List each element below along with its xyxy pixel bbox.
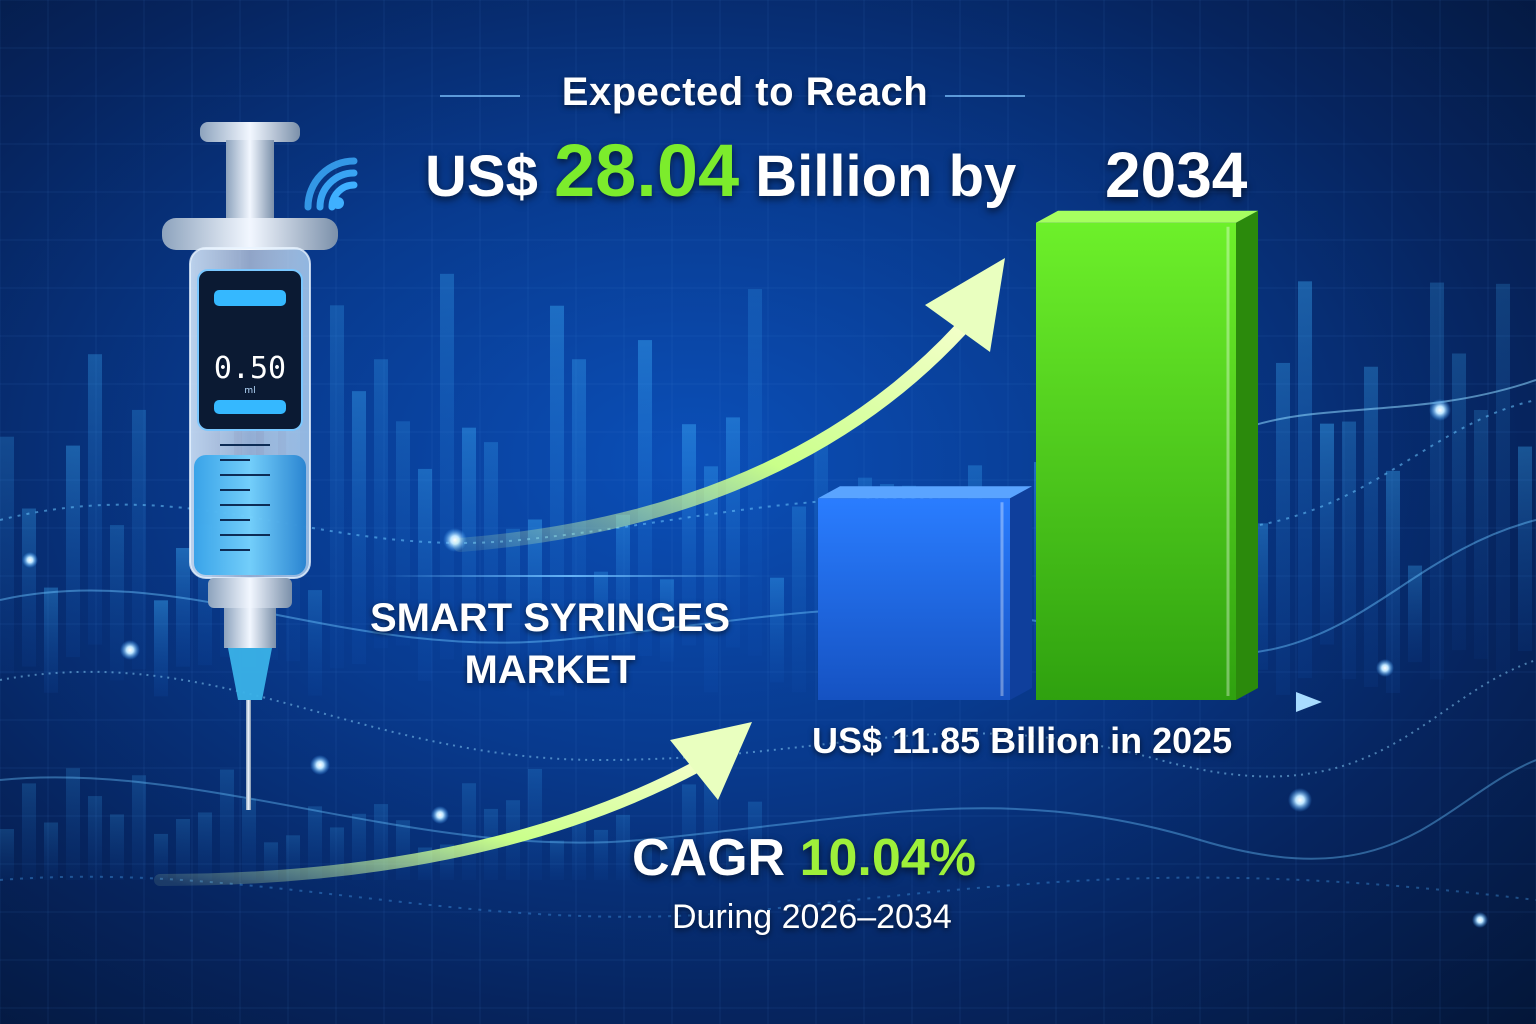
syringe-display-panel <box>197 269 303 431</box>
wireless-signal-icon <box>304 157 358 211</box>
headline-amount: 28.04 <box>553 129 740 212</box>
bar-2034 <box>1036 222 1236 701</box>
cagr-rate: 10.04% <box>799 829 976 887</box>
syringe-collar <box>208 578 292 608</box>
growth-arrow-upper <box>453 323 967 552</box>
chart-axis-arrowhead <box>1296 692 1322 712</box>
syringe-flange <box>162 218 338 250</box>
bar-top-2025 <box>818 486 1032 499</box>
target-year-label: 2034 <box>1105 139 1248 211</box>
syringe-needle <box>246 700 251 810</box>
bar-top-2034 <box>1036 210 1258 223</box>
growth-arrow-lower <box>154 759 706 886</box>
base-value-label: US$ 11.85 Billion in 2025 <box>812 720 1233 761</box>
syringe-liquid <box>194 455 306 575</box>
cagr-period: During 2026–2034 <box>672 898 952 936</box>
syringe-plunger-rod <box>226 140 274 220</box>
bars-group <box>818 210 1258 701</box>
headline-currency-prefix: US$ <box>425 144 538 209</box>
background-glow-dots <box>22 399 1488 928</box>
bar-side-2025 <box>1010 486 1032 700</box>
syringe-measurement-ticks <box>220 444 270 551</box>
bar-side-2034 <box>1236 210 1258 701</box>
syringe-display-unit: ml <box>244 386 255 396</box>
smart-syringe-illustration: 0.50 ml <box>162 122 338 810</box>
cagr-label: CAGR 10.04% <box>632 828 976 888</box>
syringe-plunger-cap <box>200 122 300 142</box>
market-title-line2: MARKET <box>464 648 636 692</box>
headline-value-line: US$ 28.04 Billion by <box>425 128 1016 213</box>
syringe-hub <box>224 608 276 648</box>
syringe-display-bar-top <box>214 290 286 306</box>
headline-unit-suffix: Billion by <box>755 144 1017 209</box>
market-title-line1: SMART SYRINGES <box>370 596 731 640</box>
market-title-rule <box>380 575 760 577</box>
headline-expected-to-reach: Expected to Reach <box>561 70 929 114</box>
bar-2025 <box>818 498 1010 700</box>
growth-arrow-upper-head <box>925 258 1005 352</box>
syringe-display-reading: 0.50 <box>214 351 286 386</box>
cagr-prefix: CAGR <box>632 829 786 887</box>
growth-arrow-lower-head <box>670 722 752 800</box>
syringe-needle-base <box>228 648 272 700</box>
market-title: SMART SYRINGES MARKET <box>370 592 730 696</box>
syringe-display-bar-bottom <box>214 400 286 414</box>
